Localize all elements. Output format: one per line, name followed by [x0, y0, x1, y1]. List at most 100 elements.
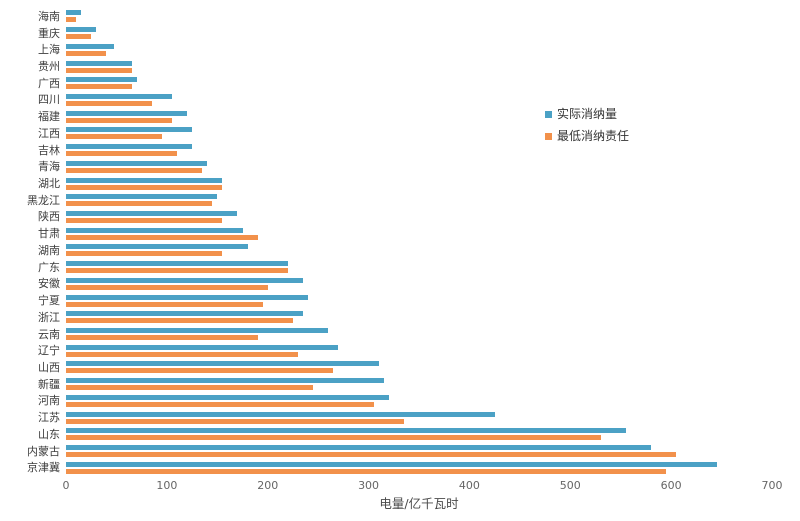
- bar-minimum: [66, 50, 107, 56]
- bar-row: 重庆: [8, 25, 772, 42]
- bar-track: [66, 342, 772, 359]
- bar-actual: [66, 227, 243, 233]
- y-axis-label: 安徽: [38, 277, 60, 291]
- bar-track: [66, 393, 772, 410]
- bar-row: 湖南: [8, 242, 772, 259]
- bar-track: [66, 158, 772, 175]
- bar-minimum: [66, 184, 223, 190]
- bar-actual: [66, 43, 115, 49]
- bar-actual: [66, 261, 288, 267]
- bar-track: [66, 376, 772, 393]
- bar-actual: [66, 60, 132, 66]
- bar-actual: [66, 461, 717, 467]
- y-axis-label: 湖北: [38, 177, 60, 191]
- bar-row: 贵州: [8, 58, 772, 75]
- bar-row: 广东: [8, 259, 772, 276]
- bar-minimum: [66, 84, 132, 90]
- bar-minimum: [66, 234, 258, 240]
- bar-row: 上海: [8, 41, 772, 58]
- x-tick-label: 600: [660, 479, 682, 492]
- x-axis: 0 100 200 300 400 500 600 700: [63, 479, 783, 494]
- bar-minimum: [66, 67, 132, 73]
- y-axis-label: 广西: [38, 76, 60, 90]
- bar-actual: [66, 428, 626, 434]
- x-tick-label: 700: [761, 479, 783, 492]
- bar-track: [66, 209, 772, 226]
- bar-minimum: [66, 217, 223, 223]
- bar-actual: [66, 344, 339, 350]
- bar-actual: [66, 77, 137, 83]
- bar-actual: [66, 311, 303, 317]
- bar-minimum: [66, 418, 404, 424]
- bar-row: 吉林: [8, 142, 772, 159]
- y-axis-label: 云南: [38, 327, 60, 341]
- bar-actual: [66, 110, 188, 116]
- bar-row: 河南: [8, 393, 772, 410]
- bar-minimum: [66, 268, 288, 274]
- bar-track: [66, 125, 772, 142]
- bar-track: [66, 58, 772, 75]
- bar-row: 湖北: [8, 175, 772, 192]
- y-axis-label: 内蒙古: [27, 444, 60, 458]
- bar-minimum: [66, 435, 601, 441]
- y-axis-label: 广东: [38, 260, 60, 274]
- bar-row: 甘肃: [8, 225, 772, 242]
- bar-row: 宁夏: [8, 292, 772, 309]
- bar-actual: [66, 127, 193, 133]
- bar-track: [66, 8, 772, 25]
- bar-row: 海南: [8, 8, 772, 25]
- bar-actual: [66, 210, 238, 216]
- bar-row: 黑龙江: [8, 192, 772, 209]
- bar-actual: [66, 177, 223, 183]
- plot-area: 海南 重庆 上海 贵州 广西 四川 福建 江西 吉林 青海 湖北 黑龙江 陕西 甘肃 湖南 广东 安徽 宁夏 浙江云…: [8, 8, 772, 476]
- bar-actual: [66, 378, 384, 384]
- bar-minimum: [66, 401, 374, 407]
- bar-track: [66, 326, 772, 343]
- bar-track: [66, 409, 772, 426]
- bar-track: [66, 259, 772, 276]
- y-axis-label: 陕西: [38, 210, 60, 224]
- bar-actual: [66, 244, 248, 250]
- bar-row: 江西: [8, 125, 772, 142]
- bar-minimum: [66, 34, 92, 40]
- y-axis-label: 福建: [38, 110, 60, 124]
- bar-minimum: [66, 17, 77, 23]
- bar-track: [66, 75, 772, 92]
- legend-item-actual: 实际消纳量: [545, 108, 629, 120]
- bar-minimum: [66, 134, 162, 140]
- bar-track: [66, 108, 772, 125]
- bar-actual: [66, 277, 303, 283]
- bar-actual: [66, 27, 97, 33]
- bar-track: [66, 192, 772, 209]
- bar-minimum: [66, 452, 677, 458]
- y-axis-label: 浙江: [38, 310, 60, 324]
- x-tick-label: 400: [458, 479, 480, 492]
- y-axis-label: 上海: [38, 43, 60, 57]
- bar-actual: [66, 394, 389, 400]
- bar-minimum: [66, 201, 213, 207]
- bar-minimum: [66, 385, 314, 391]
- x-tick-label: 100: [156, 479, 178, 492]
- legend-swatch-minimum-icon: [545, 132, 552, 140]
- bar-track: [66, 276, 772, 293]
- y-axis-label: 宁夏: [38, 294, 60, 308]
- bar-minimum: [66, 318, 293, 324]
- y-axis-label: 新疆: [38, 377, 60, 391]
- legend-label-actual: 实际消纳量: [557, 107, 618, 121]
- bar-row: 安徽: [8, 276, 772, 293]
- bar-row: 江苏: [8, 409, 772, 426]
- bar-minimum: [66, 117, 172, 123]
- bar-row: 福建: [8, 108, 772, 125]
- bar-actual: [66, 411, 495, 417]
- bar-track: [66, 443, 772, 460]
- bar-minimum: [66, 468, 667, 474]
- legend: 实际消纳量 最低消纳责任: [545, 108, 629, 142]
- y-axis-label: 京津冀: [27, 461, 60, 475]
- y-axis-label: 青海: [38, 160, 60, 174]
- bar-actual: [66, 93, 172, 99]
- bar-minimum: [66, 284, 268, 290]
- x-tick-label: 500: [559, 479, 581, 492]
- y-axis-label: 江西: [38, 126, 60, 140]
- bar-track: [66, 359, 772, 376]
